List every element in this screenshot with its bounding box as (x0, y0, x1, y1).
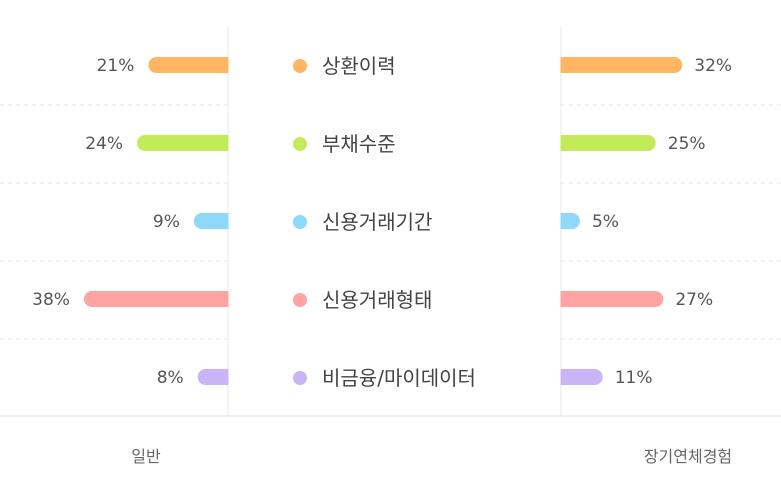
category-label: 부채수준 (322, 132, 396, 156)
legend-marker (293, 371, 307, 385)
right-group-label: 장기연체경험 (644, 447, 732, 466)
bar-left (148, 57, 236, 73)
data-label-right: 5% (592, 212, 619, 232)
legend-marker (293, 293, 307, 307)
category-label: 신용거래기간 (322, 210, 432, 234)
category-label: 비금융/마이데이터 (322, 366, 476, 390)
bar-left (197, 369, 236, 385)
left-group-label: 일반 (131, 447, 161, 466)
bar-left (83, 291, 236, 307)
center-panel (228, 0, 561, 415)
legend-marker (293, 137, 307, 151)
labels-layer: 21% 32% 24% 25% 9% 5% 38% 27% 8% 11% (32, 56, 732, 388)
data-label-left: 21% (97, 56, 135, 76)
category-label: 상환이력 (322, 54, 396, 78)
legend-marker (293, 59, 307, 73)
bar-right (553, 291, 664, 307)
bar-left (193, 213, 236, 229)
bar-right (553, 369, 603, 385)
grid-layer (0, 27, 781, 417)
data-label-left: 9% (153, 212, 180, 232)
data-label-left: 38% (32, 290, 70, 310)
data-label-right: 11% (615, 368, 653, 388)
legend-marker (293, 215, 307, 229)
bar-right (553, 135, 656, 151)
data-label-left: 24% (85, 134, 123, 154)
bar-right (553, 57, 683, 73)
data-label-right: 32% (694, 56, 732, 76)
category-label: 신용거래형태 (322, 288, 432, 312)
bar-left (137, 135, 236, 151)
data-label-left: 8% (157, 368, 184, 388)
data-label-right: 25% (668, 134, 706, 154)
data-label-right: 27% (675, 290, 713, 310)
